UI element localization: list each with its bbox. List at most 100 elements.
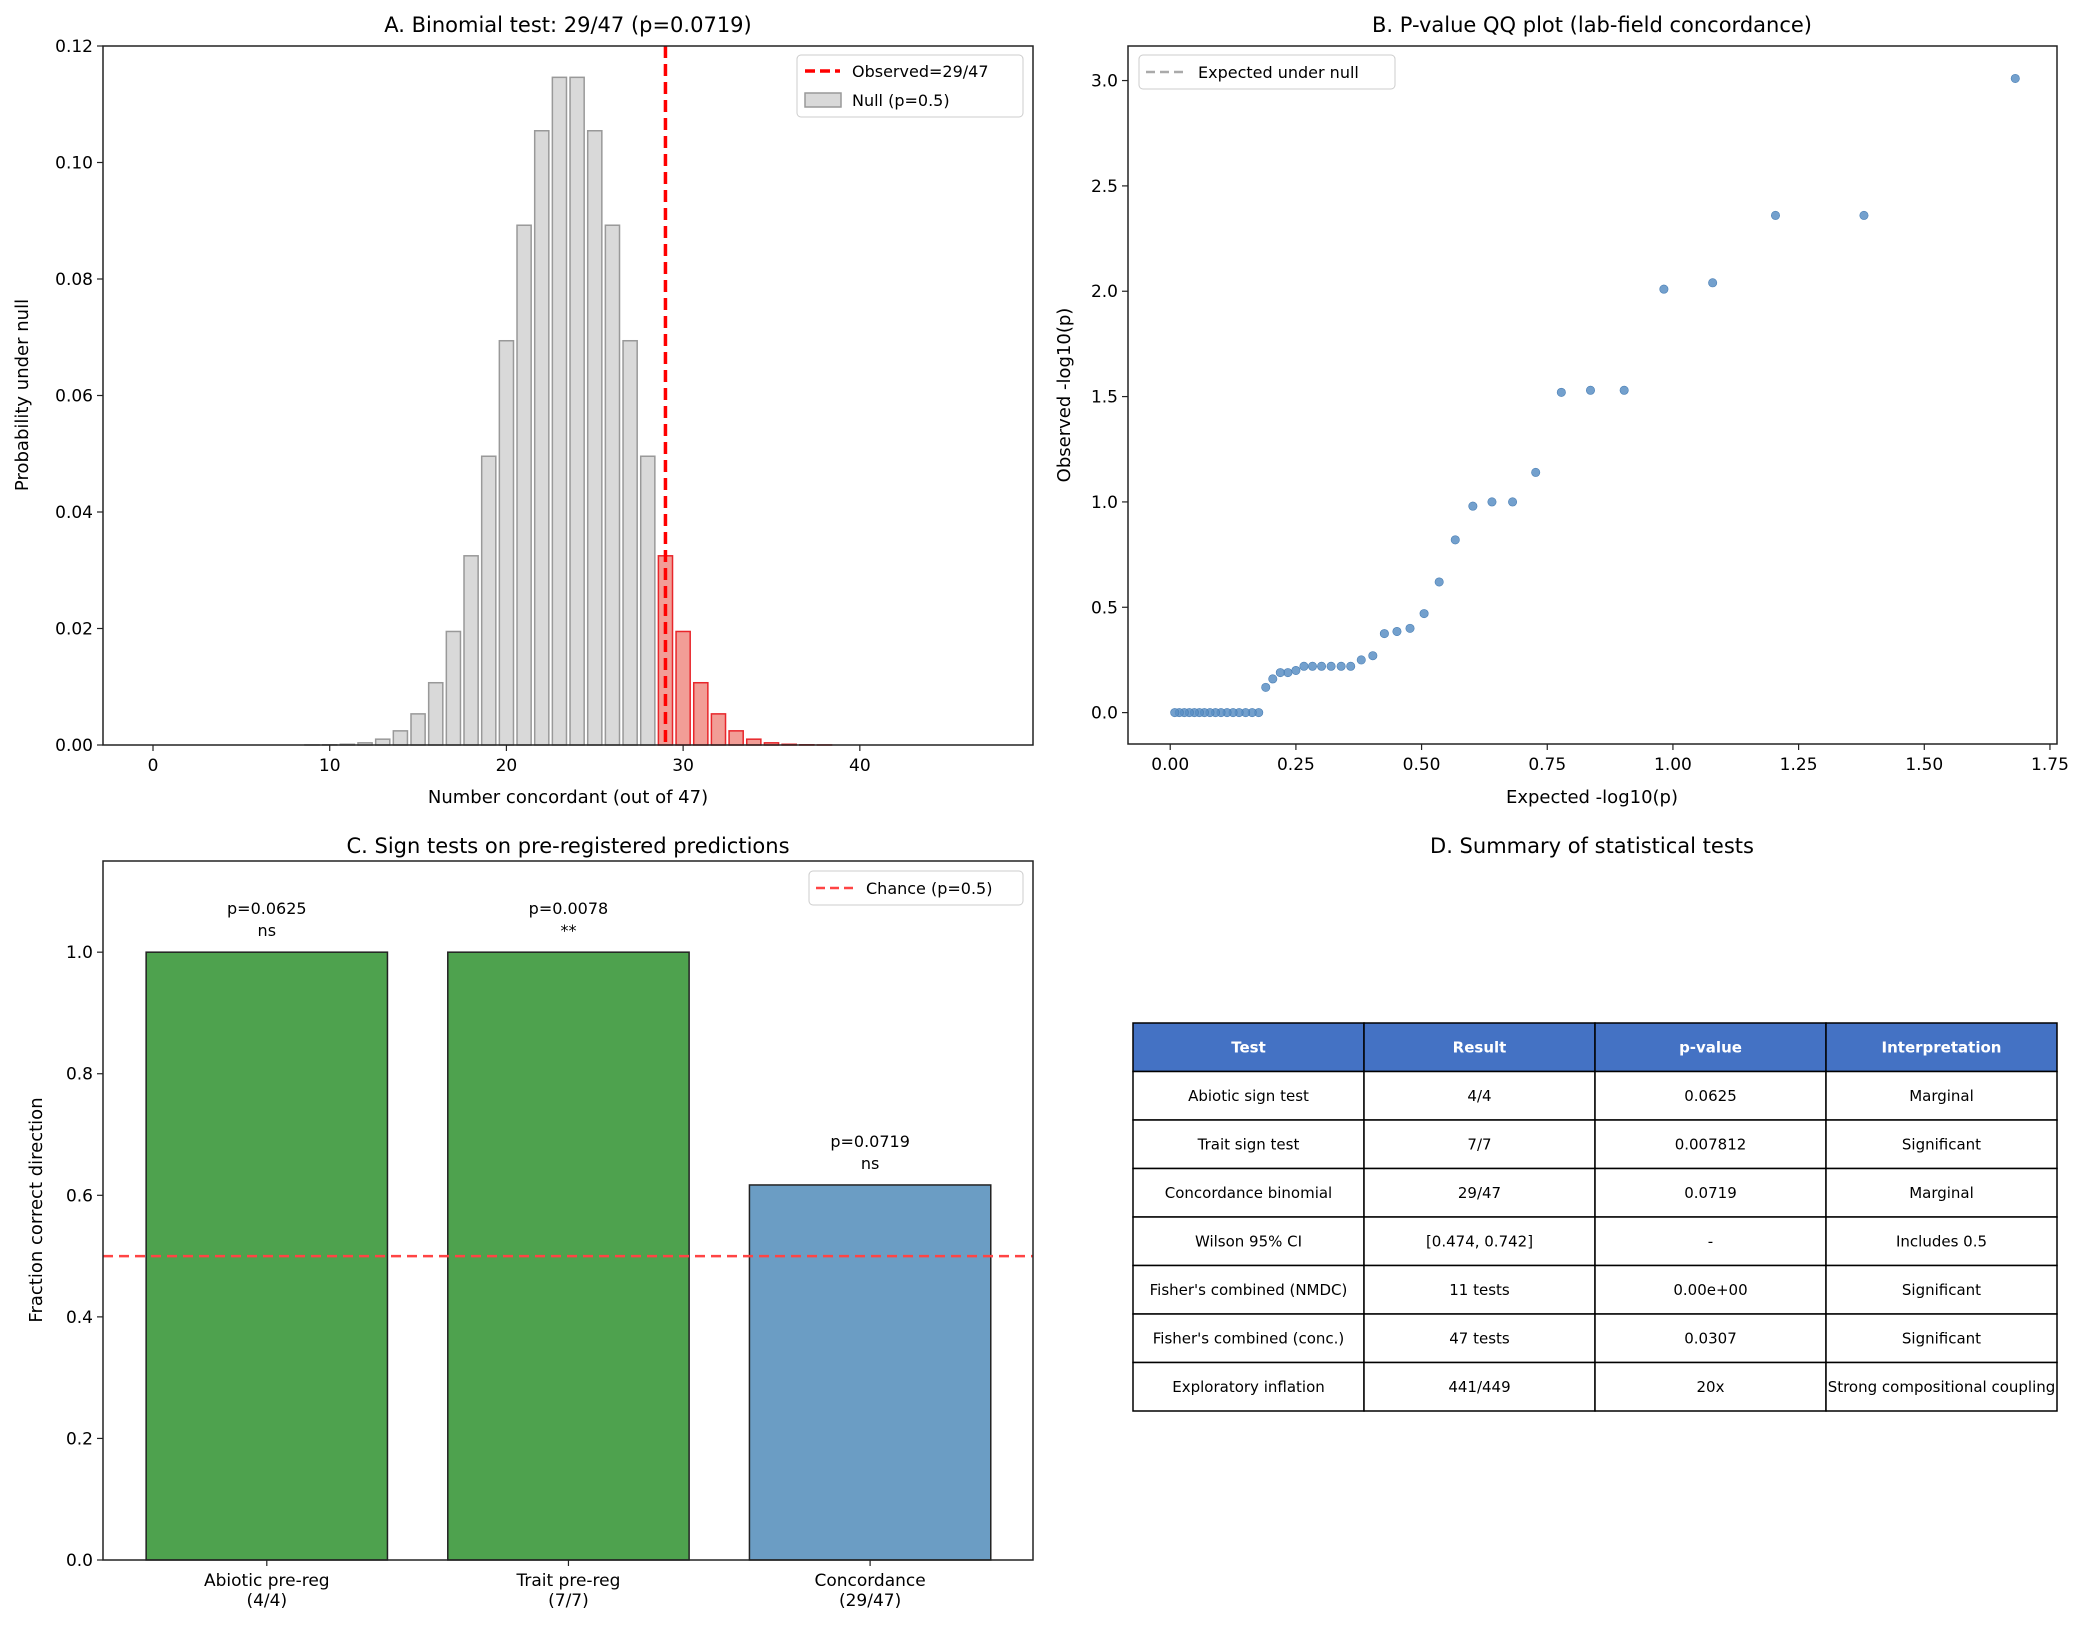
qq-point bbox=[1283, 668, 1293, 678]
table-cell bbox=[1594, 1361, 1827, 1412]
panel-a-ylabel: Probability under null bbox=[12, 299, 33, 491]
null-bar bbox=[569, 76, 585, 746]
table-cell bbox=[1363, 1167, 1596, 1218]
table-header-cell bbox=[1132, 1022, 1365, 1073]
bar-significance-label: ns bbox=[258, 921, 276, 940]
qq-point bbox=[1317, 661, 1327, 671]
legend-box bbox=[808, 870, 1024, 906]
panel-b-xtick-label: 0.00 bbox=[1151, 755, 1189, 775]
panel-c-xtick-sublabel: (4/4) bbox=[246, 1591, 287, 1611]
table-cell bbox=[1825, 1070, 2058, 1121]
table-cell-text: Abiotic sign test bbox=[1188, 1087, 1309, 1105]
qq-point bbox=[1659, 284, 1669, 294]
panel-b-ytick-label: 3.0 bbox=[1091, 72, 1118, 92]
table-cell bbox=[1594, 1264, 1827, 1315]
panel-b-xtick-label: 0.50 bbox=[1403, 755, 1441, 775]
table-cell bbox=[1825, 1119, 2058, 1170]
panel-c-ytick-label: 0.8 bbox=[66, 1065, 93, 1085]
panel-b-ytick-label: 2.5 bbox=[1091, 177, 1118, 197]
panel-c-sign-tests: C. Sign tests on pre-registered predicti… bbox=[26, 834, 1034, 1611]
table-cell-text: 0.007812 bbox=[1675, 1135, 1747, 1153]
table-cell-text: 29/47 bbox=[1458, 1184, 1501, 1202]
table-cell bbox=[1594, 1070, 1827, 1121]
qq-point bbox=[1419, 609, 1429, 619]
qq-point bbox=[1307, 661, 1317, 671]
panel-a-xtick-label: 0 bbox=[148, 756, 159, 776]
qq-point bbox=[1556, 387, 1566, 397]
panel-d-title: D. Summary of statistical tests bbox=[1430, 834, 1754, 858]
table-cell bbox=[1363, 1264, 1596, 1315]
null-bar bbox=[498, 339, 515, 746]
panel-b-xtick-label: 1.75 bbox=[2031, 755, 2069, 775]
bar-pvalue-label: p=0.0719 bbox=[830, 1132, 910, 1151]
table-cell-text: Significant bbox=[1902, 1281, 1981, 1299]
table-cell-text: Significant bbox=[1902, 1329, 1981, 1347]
table-row: Exploratory inflation 441/449 20x Strong co… bbox=[1132, 1361, 2058, 1412]
panel-b-legend: Expected under null bbox=[1138, 54, 1396, 90]
panel-b-title: B. P-value QQ plot (lab-field concordanc… bbox=[1372, 13, 1812, 37]
panel-a-ytick-label: 0.10 bbox=[55, 154, 93, 174]
table-header-label: p-value bbox=[1679, 1038, 1742, 1056]
table-cell-text: 47 tests bbox=[1449, 1329, 1510, 1347]
table-cell-text: 0.0625 bbox=[1684, 1087, 1737, 1105]
table-header-label: Test bbox=[1231, 1038, 1266, 1056]
panel-b-xtick-label: 0.75 bbox=[1528, 755, 1566, 775]
panel-a-xtick-label: 10 bbox=[319, 756, 341, 776]
null-bar bbox=[516, 224, 532, 746]
panel-c-axes-frame bbox=[102, 860, 1034, 1561]
table-cell bbox=[1132, 1264, 1365, 1315]
table-cell-text: Strong compositional coupling bbox=[1828, 1378, 2056, 1396]
sign-test-bar bbox=[748, 1184, 992, 1561]
panel-c-xtick-sublabel: (29/47) bbox=[839, 1591, 901, 1611]
qq-point bbox=[1170, 708, 1180, 718]
qq-point bbox=[1487, 497, 1497, 507]
legend-box bbox=[1138, 54, 1396, 90]
qq-point bbox=[1508, 497, 1518, 507]
panel-b-xtick-label: 1.00 bbox=[1654, 755, 1692, 775]
panel-a-xtick-label: 30 bbox=[672, 756, 694, 776]
qq-point bbox=[1434, 577, 1444, 587]
qq-point bbox=[1379, 629, 1389, 639]
null-bar bbox=[480, 455, 497, 746]
panel-a-legend: Observed=29/47 Null (p=0.5) bbox=[796, 54, 1024, 118]
table-cell-text: [0.474, 0.742] bbox=[1426, 1232, 1533, 1250]
table-cell bbox=[1825, 1313, 2058, 1364]
table-cell-text: Concordance binomial bbox=[1165, 1184, 1332, 1202]
table-cell-text: Includes 0.5 bbox=[1896, 1232, 1987, 1250]
qq-point bbox=[1770, 210, 1780, 220]
legend-null-label: Expected under null bbox=[1198, 63, 1359, 82]
panel-a-xtick-label: 40 bbox=[849, 756, 871, 776]
qq-point bbox=[1405, 623, 1415, 633]
table-cell bbox=[1363, 1070, 1596, 1121]
table-row: Fisher's combined (conc.) 47 tests 0.0307 S… bbox=[1132, 1313, 2058, 1364]
panel-a-xlabel: Number concordant (out of 47) bbox=[428, 787, 708, 808]
panel-c-xtick-label: Trait pre-reg bbox=[515, 1571, 620, 1591]
qq-point bbox=[1336, 661, 1346, 671]
panel-c-legend: Chance (p=0.5) bbox=[808, 870, 1024, 906]
null-bar bbox=[374, 738, 391, 746]
panel-c-xtick-sublabel: (7/7) bbox=[548, 1591, 589, 1611]
table-cell bbox=[1132, 1313, 1365, 1364]
panel-a-ytick-label: 0.02 bbox=[55, 620, 93, 640]
table-cell bbox=[1132, 1119, 1365, 1170]
table-header-cell bbox=[1594, 1022, 1827, 1073]
qq-point bbox=[1468, 501, 1478, 511]
panel-b-ytick-label: 2.0 bbox=[1091, 282, 1118, 302]
panel-a-xtick-label: 20 bbox=[496, 756, 518, 776]
null-bar bbox=[410, 713, 426, 746]
panel-b-ytick-label: 1.5 bbox=[1091, 388, 1118, 408]
qq-point bbox=[1346, 661, 1356, 671]
table-cell-text: 7/7 bbox=[1467, 1135, 1491, 1153]
tail-bar bbox=[675, 630, 691, 746]
table-cell-text: 0.00e+00 bbox=[1673, 1281, 1747, 1299]
qq-point bbox=[1531, 467, 1541, 477]
table-cell-text: Marginal bbox=[1909, 1184, 1974, 1202]
table-cell-text: Trait sign test bbox=[1197, 1135, 1300, 1153]
qq-point bbox=[1708, 278, 1718, 288]
table-cell-text: Fisher's combined (conc.) bbox=[1153, 1329, 1345, 1347]
panel-a-ytick-label: 0.00 bbox=[55, 736, 93, 756]
table-cell bbox=[1132, 1361, 1365, 1412]
panel-a-title: A. Binomial test: 29/47 (p=0.0719) bbox=[384, 13, 751, 37]
table-cell bbox=[1594, 1313, 1827, 1364]
